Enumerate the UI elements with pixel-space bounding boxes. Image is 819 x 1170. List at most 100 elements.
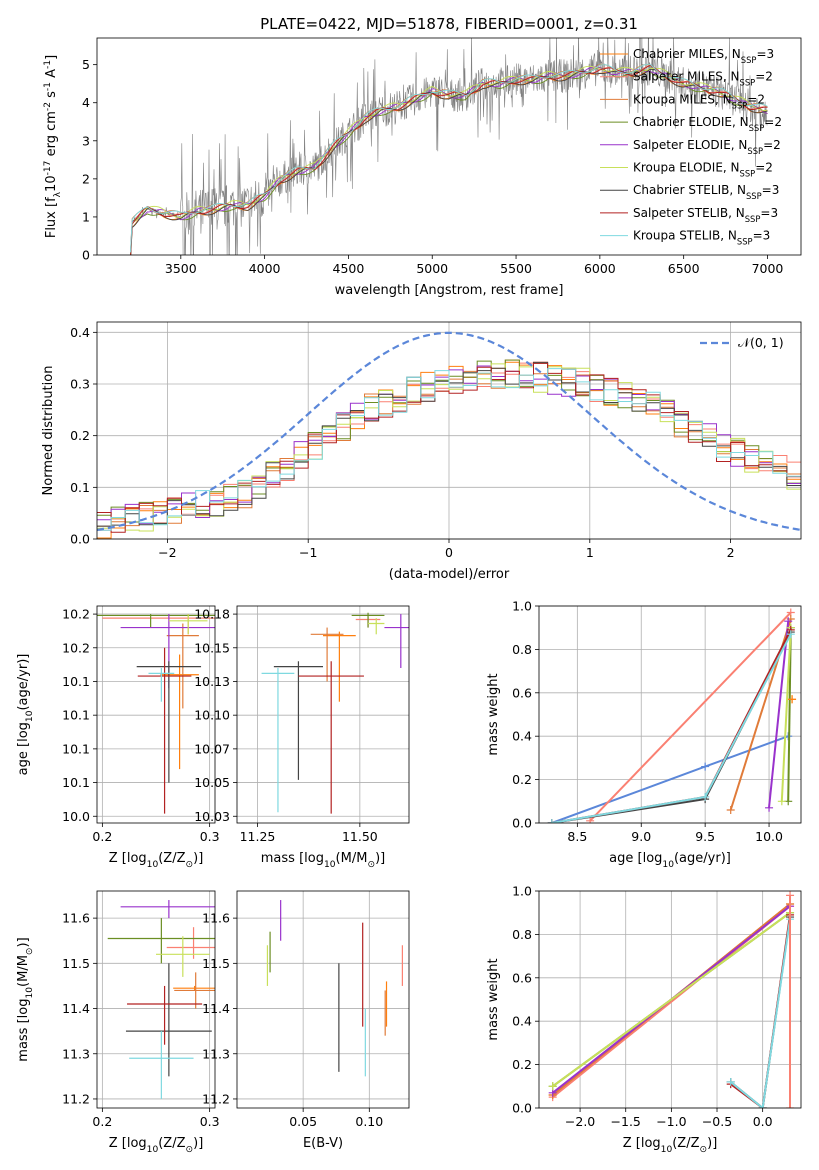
y-axis-label: mass weight — [486, 673, 501, 755]
legend-entry: Kroupa STELIB, NSSP=3 — [633, 229, 770, 247]
y-tick-label: 0.0 — [70, 532, 90, 547]
x-tick-label: 4500 — [333, 261, 365, 276]
y-axis-label: Flux [fλ10-17 erg cm-2 s-1 A-1] — [43, 55, 63, 238]
x-axis-label: E(B-V) — [303, 1136, 343, 1151]
y-tick-label: 0.0 — [512, 1101, 532, 1116]
x-tick-label: −1.5 — [611, 1114, 641, 1129]
legend-entry: Chabrier STELIB, NSSP=3 — [633, 183, 779, 201]
weight-marker-sE — [765, 803, 774, 812]
y-tick-label: 0.4 — [512, 1014, 532, 1029]
weight-marker-kS — [758, 1104, 767, 1108]
x-tick-label: 4000 — [249, 261, 281, 276]
mass-vs-metallicity-panel: 0.2 0.3 11.2 11.3 11.4 11.5 11.6 Z [log10(Z/Z⊙)… — [16, 890, 220, 1155]
y-tick-label: 0.8 — [512, 642, 532, 657]
weight-marker-kE — [548, 1082, 557, 1091]
mass-weight-vs-age-panel: 8.5 9.0 9.5 10.0 0.0 0.2 0.4 0.6 0.8 1.0 age [log1… — [486, 599, 802, 870]
y-tick-label: 11.4 — [62, 1001, 90, 1016]
weight-marker-sM — [586, 816, 595, 823]
plot-area — [266, 900, 403, 1077]
x-tick-label: 0.3 — [200, 829, 220, 844]
weight-line-cE — [787, 627, 792, 802]
y-tick-label: 11.2 — [62, 1091, 90, 1106]
y-axis-label: Normed distribution — [41, 366, 56, 496]
axes-frame — [96, 37, 802, 256]
legend-entry: Salpeter STELIB, NSSP=3 — [633, 206, 778, 224]
normal-curve — [97, 331, 801, 531]
axes-frame — [96, 321, 802, 540]
y-tick-label: 11.3 — [62, 1046, 90, 1061]
axes-frame — [96, 890, 216, 1109]
y-tick-label: 2 — [82, 171, 90, 186]
x-tick-label: 6000 — [584, 261, 616, 276]
y-tick-label: 0.0 — [512, 816, 532, 831]
y-tick-label: 10.18 — [194, 607, 230, 622]
x-tick-label: 9.5 — [695, 829, 715, 844]
y-tick-label: 10.2 — [62, 640, 90, 655]
weight-marker-sM — [786, 1104, 795, 1108]
legend-entry: Kroupa MILES, NSSP=2 — [633, 92, 765, 110]
x-axis-label: age [log10(age/yr)] — [609, 851, 731, 870]
x-tick-label: 7000 — [752, 261, 784, 276]
y-tick-label: 10.15 — [194, 640, 230, 655]
weight-line-sM — [589, 611, 792, 822]
weight-line-sE — [768, 621, 790, 808]
y-tick-label: 0.8 — [512, 927, 532, 942]
x-tick-label: −2 — [158, 545, 176, 560]
weight-marker-kS — [726, 1077, 735, 1086]
weight-marker-kS — [701, 792, 710, 801]
x-tick-label: 0 — [445, 545, 453, 560]
y-tick-label: 10.03 — [194, 809, 230, 824]
y-tick-label: 1 — [82, 209, 90, 224]
y-tick-label: 10.0 — [62, 809, 90, 824]
weight-marker-cM — [788, 695, 797, 704]
y-axis-label: age [log10(age/yr)] — [16, 654, 35, 776]
weight-marker-kM — [726, 805, 735, 814]
y-tick-label: 10.1 — [62, 741, 90, 756]
x-axis-label: Z [log10(Z/Z⊙)] — [109, 851, 204, 870]
x-tick-label: −1.0 — [656, 1114, 686, 1129]
plot-area — [97, 614, 215, 814]
x-tick-label: 10.0 — [755, 829, 783, 844]
y-tick-label: 0.1 — [70, 480, 90, 495]
x-tick-label: 3500 — [165, 261, 197, 276]
spectrum-panel: 3500 4000 4500 5000 5500 6000 6500 7000 0 1 2 3 4 5 wa… — [43, 37, 802, 298]
x-tick-label: −1 — [299, 545, 317, 560]
y-tick-label: 10.10 — [194, 708, 230, 723]
residual-histogram-panel: −2 −1 0 1 2 0.0 0.1 0.2 0.3 0.4 (data-model)/error… — [41, 321, 802, 582]
plot-area — [107, 900, 215, 1099]
x-axis-label: mass [log10(M/M⊙)] — [261, 851, 385, 870]
x-tick-label: 8.5 — [567, 829, 587, 844]
x-tick-label: 6500 — [668, 261, 700, 276]
axes-frame — [236, 890, 410, 1109]
y-tick-label: 0 — [82, 248, 90, 263]
weight-line-kS — [730, 919, 791, 1108]
x-axis-label: wavelength [Angstrom, rest frame] — [335, 283, 564, 298]
x-axis-label: Z [log10(Z/Z⊙)] — [109, 1136, 204, 1155]
x-tick-label: 11.50 — [342, 829, 378, 844]
y-tick-label: 10.07 — [194, 741, 230, 756]
legend-entry: Salpeter ELODIE, NSSP=2 — [633, 138, 781, 156]
mass-vs-extinction-panel: 0.05 0.10 11.2 11.3 11.4 11.5 11.6 E(B-V) — [202, 890, 410, 1151]
legend-entry: Salpeter MILES, NSSP=2 — [633, 70, 773, 88]
y-tick-label: 4 — [82, 95, 90, 110]
x-tick-label: −0.5 — [702, 1114, 732, 1129]
plot-area — [548, 891, 795, 1108]
x-tick-label: 0.05 — [289, 1114, 317, 1129]
weight-marker-kS — [786, 630, 795, 639]
plot-area — [261, 612, 409, 814]
y-tick-label: 1.0 — [512, 884, 532, 899]
axes-frame — [236, 605, 410, 824]
x-axis-label: (data-model)/error — [389, 567, 510, 582]
model-spectrum-sS — [130, 65, 768, 255]
legend-entry: Kroupa ELODIE, NSSP=2 — [633, 161, 773, 179]
weight-line-kE — [780, 627, 792, 802]
y-tick-label: 0.6 — [512, 970, 532, 985]
plot-area — [130, 38, 768, 255]
legend-entry: Chabrier MILES, NSSP=3 — [633, 47, 774, 65]
x-tick-label: 1 — [586, 545, 594, 560]
weight-line-kS — [551, 633, 792, 823]
x-tick-label: 0.3 — [200, 1114, 220, 1129]
model-spectrum-kS — [130, 63, 768, 253]
y-tick-label: 11.3 — [202, 1046, 230, 1061]
